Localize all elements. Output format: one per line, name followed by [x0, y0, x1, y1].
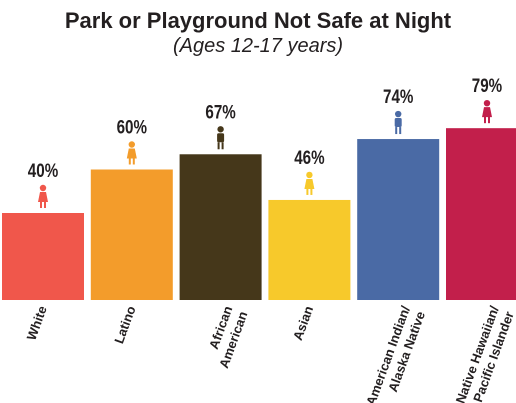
icon-head	[217, 126, 224, 133]
bar	[446, 128, 516, 300]
person-icon	[304, 171, 315, 195]
x-tick-label: Asian	[290, 304, 316, 342]
icon-body	[217, 133, 225, 143]
icon-body	[126, 148, 137, 159]
value-label: 46%	[294, 146, 324, 168]
icon-head	[128, 141, 135, 148]
x-tick-label: American Indian/Alaska Native	[363, 304, 428, 403]
icon-leg	[217, 142, 220, 150]
person-icon	[394, 110, 402, 135]
icon-head	[306, 171, 313, 179]
x-tick-label: AfricanAmerican	[201, 304, 250, 370]
icon-leg	[395, 127, 398, 135]
bar	[2, 213, 84, 300]
icon-leg	[132, 157, 135, 165]
value-label: 67%	[205, 101, 235, 123]
person-icon	[217, 126, 225, 150]
icon-leg	[484, 116, 486, 124]
x-tick-label: Latino	[111, 304, 138, 346]
icon-leg	[399, 127, 402, 135]
person-icon	[38, 184, 48, 208]
x-tick-label-line: White	[24, 304, 50, 342]
icon-head	[39, 184, 47, 192]
icon-leg	[488, 116, 490, 124]
value-label: 40%	[28, 159, 58, 181]
icon-head	[395, 110, 402, 118]
x-tick-label-line: Asian	[290, 304, 316, 342]
chart-subtitle: (Ages 12-17 years)	[173, 35, 343, 57]
bar	[90, 169, 173, 300]
bar	[268, 199, 351, 300]
icon-leg	[310, 187, 313, 195]
icon-body	[304, 178, 315, 189]
icon-head	[483, 99, 491, 107]
icon-body	[394, 118, 402, 128]
chart-title: Park or Playground Not Safe at Night	[65, 8, 452, 33]
value-label: 74%	[383, 85, 413, 107]
icon-leg	[40, 201, 42, 208]
icon-leg	[221, 142, 224, 150]
value-label: 79%	[472, 75, 502, 97]
person-icon	[126, 141, 137, 165]
icon-leg	[128, 157, 131, 165]
x-tick-label: White	[24, 304, 50, 342]
icon-body	[482, 107, 492, 118]
icon-body	[38, 192, 48, 202]
person-icon	[482, 99, 492, 124]
icon-leg	[306, 187, 309, 195]
x-tick-label: Native Hawaiian/Pacific Islander	[453, 304, 516, 403]
value-label: 60%	[117, 116, 147, 138]
icon-leg	[44, 201, 46, 208]
x-tick-label-line: Latino	[111, 304, 138, 346]
bar	[357, 139, 440, 300]
bar	[179, 154, 262, 300]
